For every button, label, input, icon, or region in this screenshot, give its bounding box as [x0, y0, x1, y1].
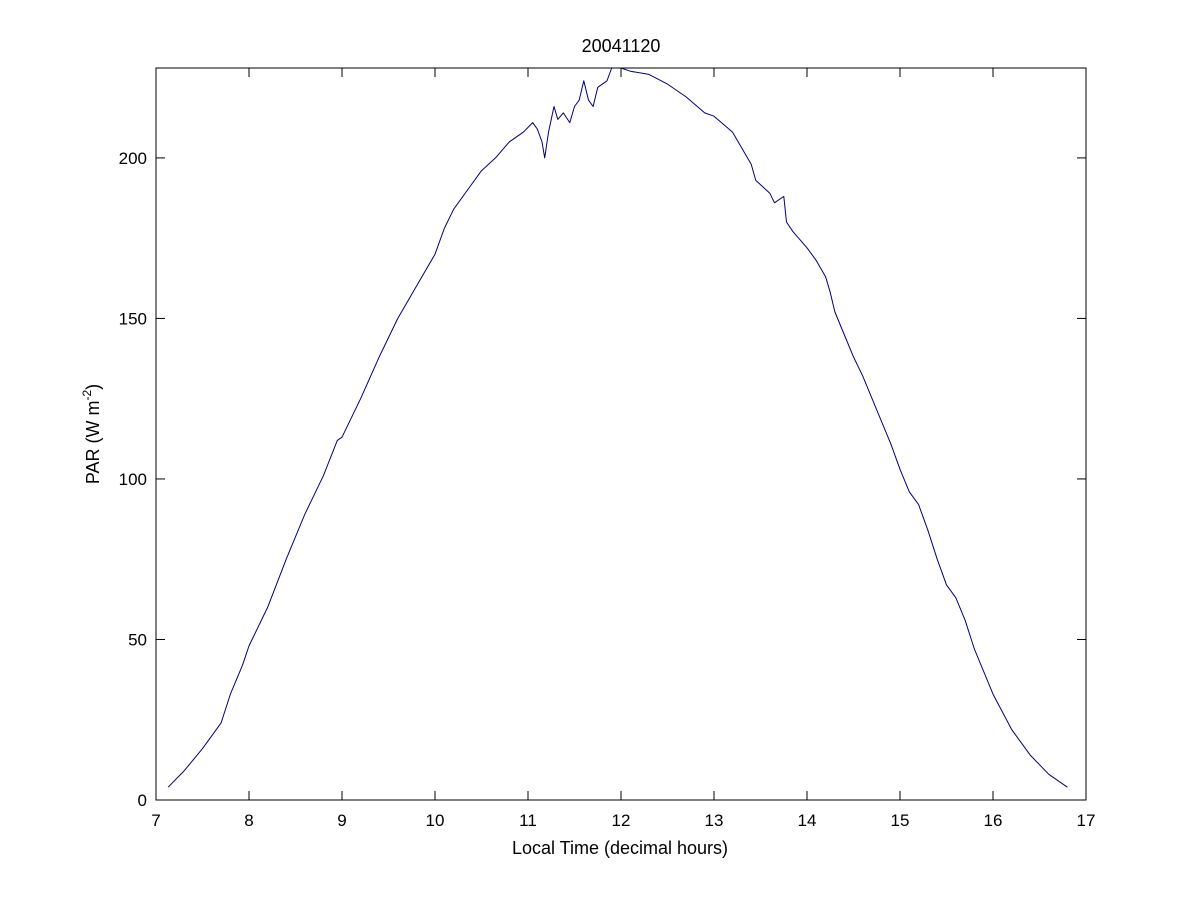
x-axis-title: Local Time (decimal hours): [512, 838, 728, 858]
y-axis-title-main: PAR (W m: [83, 401, 103, 485]
y-tick-label: 100: [119, 470, 147, 489]
x-tick-label: 15: [891, 811, 910, 830]
y-tick-label: 150: [119, 309, 147, 328]
y-axis-title-superscript: -2: [80, 390, 94, 401]
y-tick-label: 50: [128, 630, 147, 649]
y-axis-title-suffix: ): [83, 384, 103, 390]
x-tick-label: 10: [426, 811, 445, 830]
x-tick-label: 12: [612, 811, 631, 830]
plot-area-frame: [155, 67, 1087, 801]
plot-area-background: [156, 68, 1086, 800]
y-tick-label: 0: [138, 791, 147, 810]
x-tick-label: 8: [244, 811, 253, 830]
x-tick-label: 13: [705, 811, 724, 830]
x-tick-label: 14: [798, 811, 817, 830]
x-tick-label: 9: [337, 811, 346, 830]
chart-title: 20041120: [582, 36, 661, 56]
tick-label-layer: 7 8 9 10 11 12 13 14 15 16 17 0 50 100 150 200: [119, 149, 1096, 830]
y-tick-label: 200: [119, 149, 147, 168]
x-tick-label: 11: [519, 811, 537, 830]
y-axis-title: PAR (W m-2): [80, 384, 103, 484]
x-tick-label: 16: [984, 811, 1003, 830]
x-tick-label: 7: [151, 811, 160, 830]
x-tick-label: 17: [1077, 811, 1096, 830]
